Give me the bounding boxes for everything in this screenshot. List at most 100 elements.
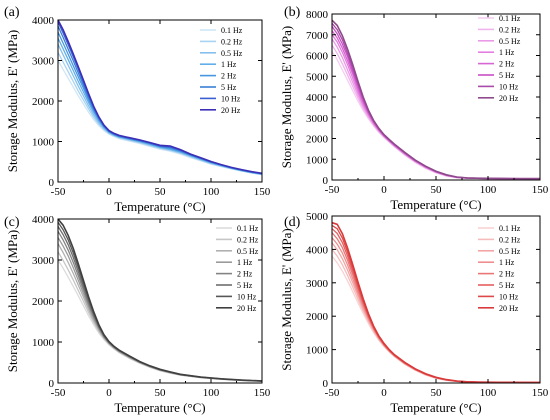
- legend-label: 5 Hz: [499, 71, 515, 80]
- x-axis-title: Temperature (°C): [390, 197, 481, 212]
- chart-panel-0: -50 0 50 100 15001000200030004000Temperature…: [4, 5, 271, 214]
- y-tick-label: 5000: [306, 71, 329, 83]
- y-tick-label: 3000: [32, 56, 55, 68]
- y-tick-label: 4000: [32, 15, 55, 27]
- legend-label: 0.2 Hz: [499, 235, 521, 244]
- y-tick-label: 0: [323, 378, 329, 390]
- series-line-0: [57, 259, 263, 383]
- y-tick-label: 0: [323, 175, 329, 187]
- legend-label: 0.2 Hz: [237, 235, 259, 244]
- panel-label: (a): [4, 5, 20, 20]
- x-tick-label: 150: [532, 184, 549, 196]
- x-tick-label: 100: [203, 186, 220, 198]
- y-tick-label: 3000: [306, 278, 329, 290]
- y-tick-label: 2000: [32, 96, 55, 108]
- x-tick-label: 0: [106, 387, 112, 399]
- chart-panel-3: -50 0 50 100 150010002000300040005000Tempera…: [279, 211, 549, 415]
- y-tick-label: 6000: [306, 51, 329, 63]
- legend-label: 1 Hz: [221, 60, 237, 69]
- x-axis-title: Temperature (°C): [114, 400, 205, 415]
- x-tick-label: -50: [51, 387, 66, 399]
- legend-label: 5 Hz: [221, 83, 237, 92]
- x-tick-label: -50: [325, 184, 340, 196]
- x-tick-label: 0: [106, 186, 112, 198]
- legend-label: 20 Hz: [499, 304, 519, 313]
- x-tick-label: 0: [381, 387, 387, 399]
- series-line-7: [57, 19, 263, 175]
- x-tick-label: 50: [155, 186, 167, 198]
- legend: 0.1 Hz 0.2 Hz 0.5 Hz 1 Hz 2 Hz 5 Hz 10 Hz 20 Hz: [200, 26, 243, 115]
- y-tick-label: 5000: [306, 211, 329, 223]
- series-line-7: [331, 221, 540, 384]
- panel-label: (d): [284, 215, 301, 230]
- legend-label: 10 Hz: [237, 292, 257, 301]
- chart-panel-1: -50 0 50 100 1500100020003000400050006000700…: [279, 5, 549, 212]
- chart-panel-2: -50 0 50 100 15001000200030004000Temperature…: [4, 214, 271, 415]
- x-tick-label: -50: [51, 186, 66, 198]
- y-tick-label: 1000: [306, 154, 329, 166]
- x-tick-label: 150: [532, 387, 549, 399]
- legend-label: 0.5 Hz: [221, 49, 243, 58]
- legend-label: 0.1 Hz: [499, 224, 521, 233]
- legend-label: 1 Hz: [499, 48, 515, 57]
- y-tick-label: 8000: [306, 9, 329, 21]
- legend-label: 2 Hz: [237, 270, 253, 279]
- y-tick-label: 0: [49, 177, 55, 189]
- y-tick-label: 4000: [306, 92, 329, 104]
- series-line-7: [331, 19, 540, 180]
- legend-label: 2 Hz: [221, 72, 237, 81]
- y-tick-label: 1000: [306, 345, 329, 357]
- legend-label: 2 Hz: [499, 270, 515, 279]
- x-tick-label: -50: [325, 387, 340, 399]
- y-tick-label: 2000: [306, 134, 329, 146]
- legend-label: 0.1 Hz: [237, 224, 259, 233]
- y-tick-label: 2000: [32, 296, 55, 308]
- y-axis-title: Storage Modulus, E' (MPa): [279, 26, 294, 168]
- legend-label: 1 Hz: [237, 258, 253, 267]
- x-tick-label: 150: [254, 186, 271, 198]
- x-axis-title: Temperature (°C): [114, 199, 205, 214]
- legend-label: 0.2 Hz: [221, 37, 243, 46]
- y-axis-title: Storage Modulus, E' (MPa): [279, 228, 294, 370]
- panel-label: (c): [4, 215, 20, 230]
- legend-label: 0.1 Hz: [221, 26, 243, 35]
- legend-label: 10 Hz: [221, 94, 241, 103]
- x-tick-label: 50: [155, 387, 167, 399]
- legend-label: 0.5 Hz: [237, 247, 259, 256]
- x-tick-label: 0: [381, 184, 387, 196]
- y-axis-title: Storage Modulus, E' (MPa): [5, 30, 20, 172]
- x-tick-label: 50: [431, 184, 443, 196]
- y-tick-label: 7000: [306, 30, 329, 42]
- legend: 0.1 Hz 0.2 Hz 0.5 Hz 1 Hz 2 Hz 5 Hz 10 Hz 20 Hz: [478, 14, 521, 103]
- legend-label: 1 Hz: [499, 258, 515, 267]
- y-tick-label: 4000: [32, 214, 55, 226]
- legend-label: 5 Hz: [237, 281, 253, 290]
- legend-label: 20 Hz: [499, 94, 519, 103]
- legend-label: 5 Hz: [499, 281, 515, 290]
- legend-label: 20 Hz: [237, 304, 257, 313]
- series-line-7: [57, 218, 263, 382]
- legend-label: 10 Hz: [499, 82, 519, 91]
- x-tick-label: 50: [431, 387, 443, 399]
- y-tick-label: 2000: [306, 311, 329, 323]
- x-tick-label: 150: [254, 387, 271, 399]
- y-tick-label: 3000: [306, 113, 329, 125]
- legend-label: 2 Hz: [499, 60, 515, 69]
- legend-label: 20 Hz: [221, 106, 241, 115]
- y-tick-label: 1000: [32, 337, 55, 349]
- x-tick-label: 100: [480, 387, 497, 399]
- y-tick-label: 3000: [32, 255, 55, 267]
- legend-label: 0.5 Hz: [499, 247, 521, 256]
- x-tick-label: 100: [480, 184, 497, 196]
- legend-label: 0.1 Hz: [499, 14, 521, 23]
- panel-label: (b): [284, 5, 301, 20]
- x-tick-label: 100: [203, 387, 220, 399]
- legend-label: 0.5 Hz: [499, 37, 521, 46]
- y-tick-label: 4000: [306, 244, 329, 256]
- y-tick-label: 0: [49, 378, 55, 390]
- legend: 0.1 Hz 0.2 Hz 0.5 Hz 1 Hz 2 Hz 5 Hz 10 Hz 20 Hz: [478, 224, 521, 313]
- y-axis-title: Storage Modulus, E' (MPa): [5, 230, 20, 372]
- legend-label: 10 Hz: [499, 292, 519, 301]
- y-tick-label: 1000: [32, 137, 55, 149]
